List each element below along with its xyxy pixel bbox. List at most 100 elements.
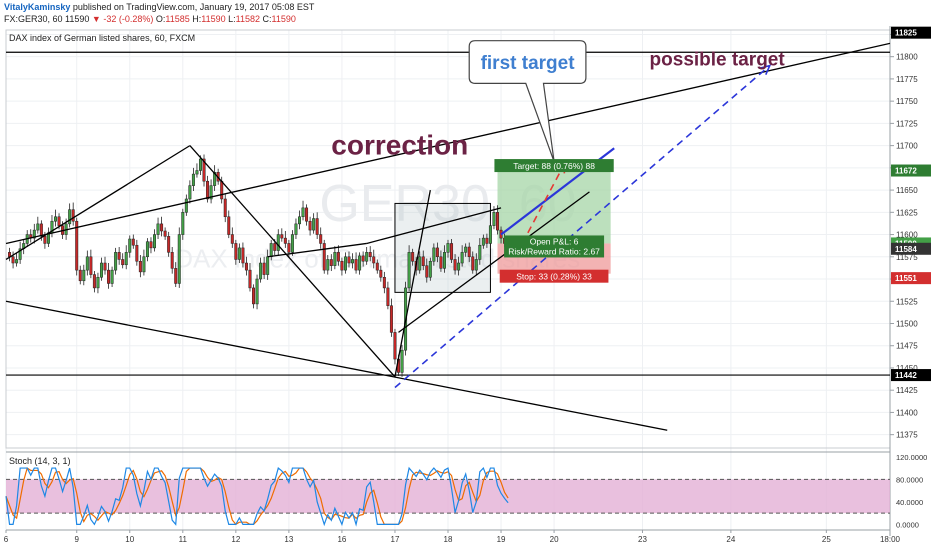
candle-body [135,244,139,262]
x-tick-label: 18:00 [880,535,901,544]
price-change: ▼ -32 (-0.28%) [91,14,154,24]
candle-body [213,172,217,186]
symbol-label: FX:GER30, 60 [4,14,63,24]
candle-body [54,216,57,222]
candles [8,154,510,377]
candle-body [227,216,231,235]
level-tag-bg [891,369,931,382]
candle-body [340,260,344,271]
candle-body [71,209,75,222]
open-pnl-label: Open P&L: 6 [530,236,579,246]
x-tick-label: 20 [550,535,559,544]
dashed-trendline[interactable] [521,163,566,244]
close-label: C: [262,14,272,24]
stoch-k-line [5,466,509,527]
candle-body [287,243,291,253]
candle-body [202,158,206,182]
x-tick-label: 11 [179,535,188,544]
candle-body [131,238,135,246]
price-tag: 11672 [895,167,917,176]
candle-body [312,218,316,231]
candle-body [269,243,273,258]
published-line: VitalyKaminsky published on TradingView.… [4,2,314,12]
trendline[interactable] [5,145,191,261]
candle-body [188,185,192,200]
candle-body [142,256,146,273]
trendline[interactable] [394,189,431,377]
x-tick-label: 13 [284,535,293,544]
trendline[interactable] [267,242,367,258]
price-tag: 11551 [895,274,917,283]
y-tick-label: 11450 [896,364,918,373]
candle-body [368,252,372,258]
stoch-title: Stoch (14, 3, 1) [9,456,71,466]
candle-body [99,262,103,278]
consolidation-box[interactable] [394,202,491,293]
candle-body [198,158,202,171]
trendline[interactable] [189,145,396,378]
candle-body [15,259,19,264]
open-value: 11585 [165,14,190,24]
dashed-trendline[interactable] [394,64,771,389]
candle-body [492,212,496,226]
trendline[interactable] [366,207,502,245]
candle-body [333,252,337,266]
candle-body [209,185,213,200]
position-profit-zone[interactable] [497,166,611,244]
first-target-callout[interactable] [468,40,587,162]
x-tick-label: 19 [497,535,506,544]
candle-body [336,252,340,262]
candle-body [347,256,351,264]
annotation-first-target: first target [481,53,576,74]
price-tag-bg [891,26,931,39]
y-tick-label: 11725 [896,119,918,128]
candle-body [181,212,185,235]
candle-body [439,256,443,269]
blue-arrow-head [759,64,772,76]
candle-body [163,230,167,237]
annotation-correction: correction [331,130,468,161]
stop-label-bg [499,269,609,283]
y-tick-label: 11375 [896,431,918,440]
candle-body [382,276,386,289]
candle-body [255,278,259,305]
candle-body [244,262,248,271]
candle-body [156,223,160,235]
candle-body [464,246,468,253]
x-tick-label: 10 [125,535,134,544]
price-tag-bg [891,272,931,285]
candle-body [177,234,181,284]
candle-body [276,234,280,251]
last-price: 11590 [65,14,90,24]
open-label: O: [155,14,166,24]
candle-body [43,236,47,244]
target-label: Target: 88 (0.76%) 88 [513,161,595,171]
trendline[interactable] [398,191,590,333]
candle-body [237,247,241,260]
trendline[interactable] [5,42,891,245]
candle-body [389,305,393,333]
candle-body [220,180,224,200]
candle-body [124,252,128,266]
x-tick-label: 24 [726,535,735,544]
candle-body [358,255,362,271]
candle-body [85,256,89,271]
risk-reward-label: Risk/Reward Ratio: 2.67 [508,246,600,256]
low-value: 11582 [235,14,261,24]
candle-body [400,349,404,373]
y-tick-label: 11700 [896,142,918,151]
candle-body [230,234,234,244]
candle-body [107,269,111,284]
author-link[interactable]: VitalyKaminsky [4,2,71,12]
trendline[interactable] [5,300,668,431]
candle-body [96,276,100,289]
price-tag: 11584 [895,245,917,254]
candle-body [457,262,461,271]
candle-body [167,236,171,253]
candle-body [411,252,415,262]
candle-body [450,243,454,260]
candle-body [206,180,210,200]
candle-body [283,237,287,244]
candle-body [128,238,132,253]
